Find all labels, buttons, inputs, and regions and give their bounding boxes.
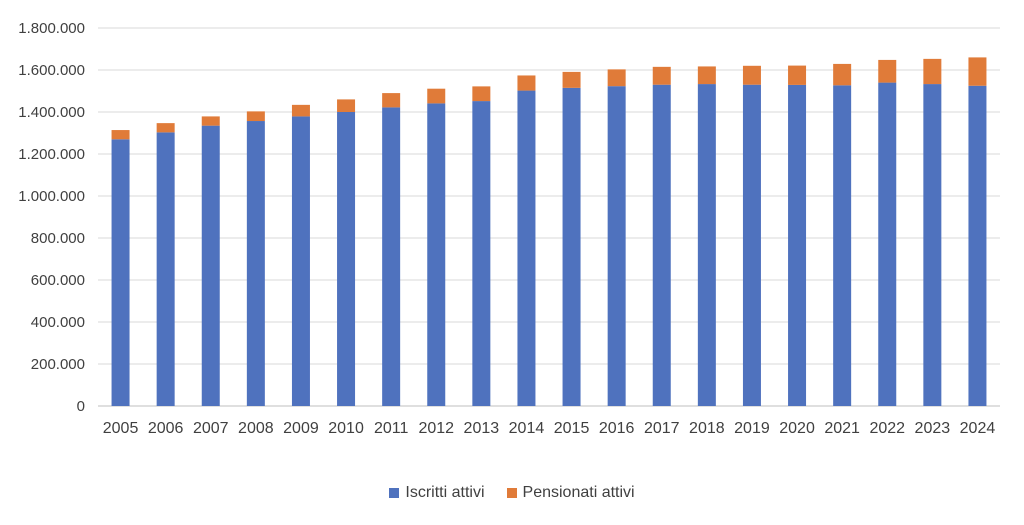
bar-iscritti-attivi <box>517 90 536 406</box>
x-tick-label: 2017 <box>644 420 680 437</box>
y-tick-label: 1.600.000 <box>18 62 85 79</box>
bar-iscritti-attivi <box>742 84 761 406</box>
x-tick-label: 2010 <box>328 420 364 437</box>
bar-iscritti-attivi <box>878 82 897 406</box>
y-tick-label: 1.400.000 <box>18 104 85 121</box>
bar-pensionati-attivi <box>742 65 761 85</box>
x-tick-label: 2008 <box>238 420 274 437</box>
x-tick-label: 2020 <box>779 420 815 437</box>
bar-iscritti-attivi <box>562 87 581 406</box>
bar-iscritti-attivi <box>246 121 265 406</box>
x-tick-label: 2012 <box>418 420 454 437</box>
bar-pensionati-attivi <box>156 123 175 133</box>
gridlines <box>98 27 1000 407</box>
bar-pensionati-attivi <box>427 88 446 104</box>
bar-pensionati-attivi <box>968 57 987 86</box>
legend-label-pensionati: Pensionati attivi <box>522 484 635 501</box>
bar-pensionati-attivi <box>878 59 897 83</box>
legend: Iscritti attivi Pensionati attivi <box>0 484 1024 502</box>
bar-iscritti-attivi <box>607 86 626 407</box>
x-tick-label: 2016 <box>599 420 635 437</box>
stacked-bar-chart: 0 200.000 400.000 600.000 800.000 1.000.000 1.… <box>18 20 1000 437</box>
bar-iscritti-attivi <box>291 116 310 406</box>
x-tick-label: 2024 <box>960 420 996 437</box>
x-tick-label: 2014 <box>509 420 545 437</box>
x-tick-label: 2018 <box>689 420 725 437</box>
bar-pensionati-attivi <box>923 58 942 85</box>
x-tick-label: 2023 <box>915 420 951 437</box>
bar-pensionati-attivi <box>111 130 130 140</box>
bar-iscritti-attivi <box>156 132 175 406</box>
bar-pensionati-attivi <box>337 99 356 112</box>
bar-pensionati-attivi <box>246 111 265 122</box>
bar-pensionati-attivi <box>472 86 491 102</box>
bars <box>111 57 987 407</box>
x-tick-label: 2022 <box>869 420 905 437</box>
bar-iscritti-attivi <box>652 84 671 406</box>
x-tick-label: 2019 <box>734 420 770 437</box>
y-axis-tick-labels: 0 200.000 400.000 600.000 800.000 1.000.000 1.… <box>18 20 85 415</box>
bar-iscritti-attivi <box>968 85 987 406</box>
y-tick-label: 200.000 <box>31 356 85 373</box>
y-tick-label: 1.200.000 <box>18 146 85 163</box>
x-tick-label: 2011 <box>374 420 409 437</box>
bar-pensionati-attivi <box>833 63 852 86</box>
x-tick-label: 2006 <box>148 420 184 437</box>
y-tick-label: 1.800.000 <box>18 20 85 37</box>
bar-iscritti-attivi <box>697 84 716 406</box>
bar-iscritti-attivi <box>427 103 446 406</box>
bar-iscritti-attivi <box>833 85 852 406</box>
x-tick-label: 2005 <box>103 420 139 437</box>
y-tick-label: 400.000 <box>31 314 85 331</box>
x-tick-label: 2021 <box>824 420 860 437</box>
bar-pensionati-attivi <box>697 66 716 85</box>
bar-pensionati-attivi <box>201 116 220 126</box>
x-tick-label: 2009 <box>283 420 319 437</box>
bar-iscritti-attivi <box>382 107 401 406</box>
bar-iscritti-attivi <box>111 139 130 407</box>
bar-iscritti-attivi <box>923 84 942 406</box>
bar-pensionati-attivi <box>562 71 581 88</box>
x-axis-tick-labels: 2005 2006 2007 2008 2009 2010 2011 2012 2013 2014… <box>103 420 996 437</box>
bar-pensionati-attivi <box>652 66 671 85</box>
bar-pensionati-attivi <box>517 75 536 91</box>
y-tick-label: 1.000.000 <box>18 188 85 205</box>
bar-pensionati-attivi <box>607 69 626 87</box>
y-tick-label: 800.000 <box>31 230 85 247</box>
bar-iscritti-attivi <box>337 112 356 406</box>
bar-iscritti-attivi <box>201 125 220 407</box>
legend-swatch-pensionati <box>506 488 517 498</box>
bar-iscritti-attivi <box>788 84 807 406</box>
legend-item-pensionati: Pensionati attivi <box>506 484 635 502</box>
bar-iscritti-attivi <box>472 101 491 406</box>
legend-swatch-iscritti <box>389 488 400 498</box>
x-tick-label: 2007 <box>193 420 229 437</box>
legend-label-iscritti: Iscritti attivi <box>405 484 485 501</box>
y-tick-label: 0 <box>77 398 85 415</box>
x-tick-label: 2015 <box>554 420 590 437</box>
bar-pensionati-attivi <box>291 104 310 117</box>
x-tick-label: 2013 <box>464 420 500 437</box>
legend-item-iscritti: Iscritti attivi <box>389 484 485 502</box>
bar-pensionati-attivi <box>382 93 401 108</box>
y-tick-label: 600.000 <box>31 272 85 289</box>
bar-pensionati-attivi <box>788 65 807 85</box>
